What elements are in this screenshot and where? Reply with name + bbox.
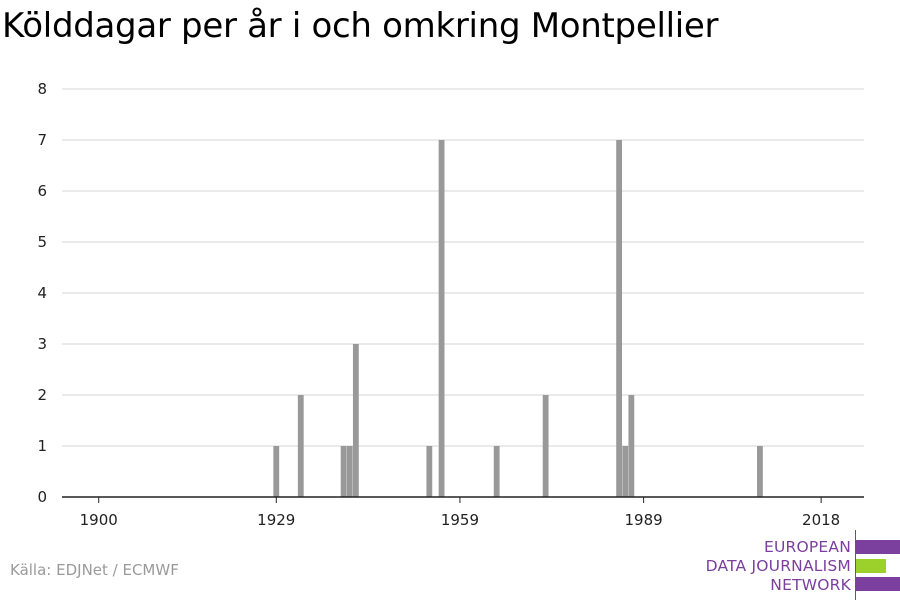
y-tick-label: 7 [37, 131, 47, 149]
bar [757, 446, 763, 497]
logo-line-3: NETWORK [770, 576, 851, 594]
y-tick-label: 2 [37, 386, 47, 404]
bar [493, 446, 500, 497]
logo-line-2: DATA JOURNALISM [705, 557, 851, 575]
y-tick-label: 3 [37, 335, 47, 353]
y-tick-label: 6 [37, 182, 47, 200]
bar [346, 446, 353, 497]
bars [273, 140, 763, 497]
y-tick-label: 0 [37, 488, 47, 506]
chart-title: Kölddagar per år i och omkring Montpelli… [2, 6, 719, 46]
bar [616, 140, 623, 497]
edjnet-logo: EUROPEAN DATA JOURNALISM NETWORK [700, 530, 900, 600]
bar [622, 446, 629, 497]
source-note: Källa: EDJNet / ECMWF [10, 561, 179, 579]
y-axis-ticks: 0 1 2 3 4 5 6 7 8 [37, 80, 47, 506]
x-tick-label: 1900 [80, 511, 118, 529]
logo-bar-bottom [856, 577, 900, 591]
bar [352, 344, 359, 497]
x-tick-label: 1989 [625, 511, 663, 529]
x-tick-label: 2018 [802, 511, 840, 529]
logo-line-1: EUROPEAN [763, 538, 851, 556]
y-tick-label: 5 [37, 233, 47, 251]
x-axis-ticks: 1900 1929 1959 1989 2018 [80, 497, 840, 529]
bar [297, 395, 304, 497]
bar [273, 446, 280, 497]
logo-bar-top [856, 540, 900, 554]
y-tick-label: 8 [37, 80, 47, 98]
bar [438, 140, 445, 497]
gridlines [62, 88, 864, 447]
bar [628, 395, 635, 497]
bar [542, 395, 549, 497]
logo-bar-middle [856, 559, 886, 573]
bar [340, 446, 347, 497]
y-tick-label: 1 [37, 437, 47, 455]
bar [426, 446, 433, 497]
y-tick-label: 4 [37, 284, 47, 302]
logo-separator [855, 530, 856, 600]
x-tick-label: 1959 [441, 511, 479, 529]
x-tick-label: 1929 [257, 511, 295, 529]
